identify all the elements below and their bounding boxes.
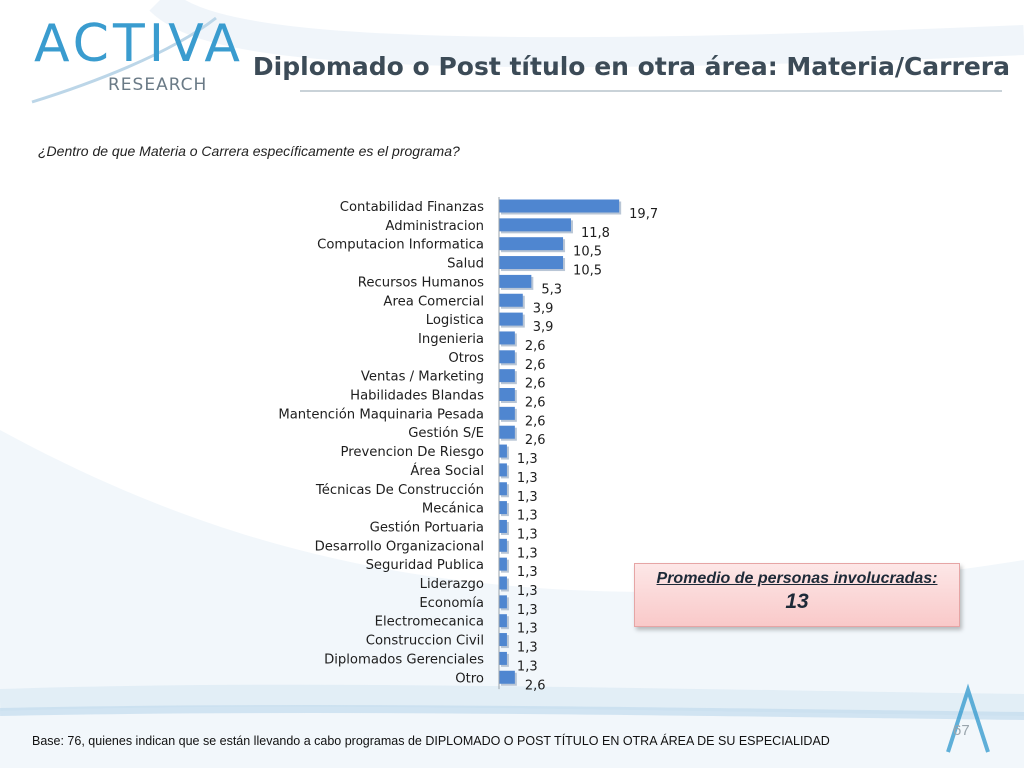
bar	[499, 482, 507, 496]
value-label: 2,6	[525, 678, 546, 693]
category-label: Seguridad Publica	[366, 558, 484, 573]
category-label: Gestión Portuaria	[370, 519, 484, 535]
callout-title: Promedio de personas involucradas:	[656, 570, 938, 587]
value-label: 1,3	[517, 509, 538, 524]
category-label: Diplomados Gerenciales	[324, 652, 484, 667]
logo-swoosh-icon	[31, 16, 217, 104]
category-label: Administracion	[385, 219, 484, 234]
logo-subtitle: RESEARCH	[108, 75, 208, 95]
value-label: 2,6	[525, 433, 546, 448]
bar	[499, 444, 507, 458]
bar	[499, 519, 507, 533]
activa-corner-icon	[946, 683, 990, 753]
category-label: Técnicas De Construcción	[315, 482, 484, 498]
category-label: Mecánica	[422, 501, 484, 517]
value-label: 10,5	[573, 264, 602, 279]
value-label: 1,3	[517, 641, 538, 656]
category-label: Contabilidad Finanzas	[340, 200, 484, 215]
bar	[499, 199, 620, 213]
category-label: Mantención Maquinaria Pesada	[278, 406, 484, 422]
bar	[499, 557, 507, 571]
category-label: Prevencion De Riesgo	[341, 445, 485, 460]
bar	[499, 312, 523, 326]
category-label: Area Comercial	[383, 294, 484, 309]
bar	[499, 274, 532, 288]
value-label: 2,6	[525, 358, 546, 373]
value-label: 1,3	[517, 622, 538, 637]
value-label: 1,3	[517, 659, 538, 674]
value-label: 1,3	[517, 490, 538, 505]
logo-wordmark: ACTIVA	[34, 14, 244, 74]
category-label: Liderazgo	[420, 577, 484, 592]
bar	[499, 237, 564, 251]
value-label: 3,9	[533, 301, 554, 316]
category-label: Área Social	[410, 462, 484, 479]
value-label: 1,3	[517, 527, 538, 542]
bar	[499, 406, 515, 420]
category-label: Computacion Informatica	[317, 238, 484, 253]
bar	[499, 425, 515, 439]
bar	[499, 463, 507, 477]
average-callout: Promedio de personas involucradas: 13	[634, 563, 960, 627]
bar	[499, 670, 515, 684]
category-label: Recursos Humanos	[358, 275, 484, 290]
bar	[499, 293, 523, 307]
activa-logo	[30, 14, 220, 110]
bar	[499, 633, 507, 647]
survey-question: ¿Dentro de que Materia o Carrera específ…	[38, 143, 460, 159]
category-label: Logistica	[426, 313, 484, 328]
category-label: Otros	[448, 351, 484, 366]
value-label: 1,3	[517, 471, 538, 486]
category-label: Construccion Civil	[366, 634, 484, 649]
category-label: Habilidades Blandas	[350, 389, 484, 404]
category-label: Ventas / Marketing	[361, 370, 484, 385]
value-label: 1,3	[517, 546, 538, 561]
category-label: Otro	[455, 671, 484, 686]
bar	[499, 369, 515, 383]
bar	[499, 331, 515, 345]
bar	[499, 614, 507, 628]
callout-value: 13	[785, 590, 809, 613]
footer-base-note: Base: 76, quienes indican que se están l…	[32, 734, 830, 748]
category-label: Salud	[447, 257, 484, 272]
value-label: 2,6	[525, 396, 546, 411]
value-label: 1,3	[517, 452, 538, 467]
value-label: 19,7	[629, 207, 658, 222]
category-label: Ingenieria	[418, 332, 484, 347]
category-label: Gestión S/E	[408, 425, 484, 441]
category-label: Desarrollo Organizacional	[315, 539, 484, 554]
bar	[499, 651, 507, 665]
category-label: Economía	[419, 595, 484, 611]
value-label: 3,9	[533, 320, 554, 335]
value-label: 2,6	[525, 377, 546, 392]
value-label: 1,3	[517, 603, 538, 618]
value-label: 2,6	[525, 339, 546, 354]
bar	[499, 538, 507, 552]
bar	[499, 595, 507, 609]
title-divider	[300, 90, 1002, 92]
value-label: 1,3	[517, 584, 538, 599]
page-number: 67	[953, 722, 970, 739]
page-title: Diplomado o Post título en otra área: Ma…	[252, 52, 1010, 81]
value-label: 11,8	[581, 226, 610, 241]
bar	[499, 218, 571, 232]
value-label: 5,3	[541, 282, 562, 297]
bar	[499, 576, 507, 590]
bar	[499, 501, 507, 515]
bar	[499, 256, 564, 270]
bar	[499, 350, 515, 364]
value-label: 10,5	[573, 245, 602, 260]
value-label: 1,3	[517, 565, 538, 580]
category-label: Electromecanica	[375, 615, 484, 630]
bar	[499, 388, 515, 401]
value-label: 2,6	[525, 414, 546, 429]
